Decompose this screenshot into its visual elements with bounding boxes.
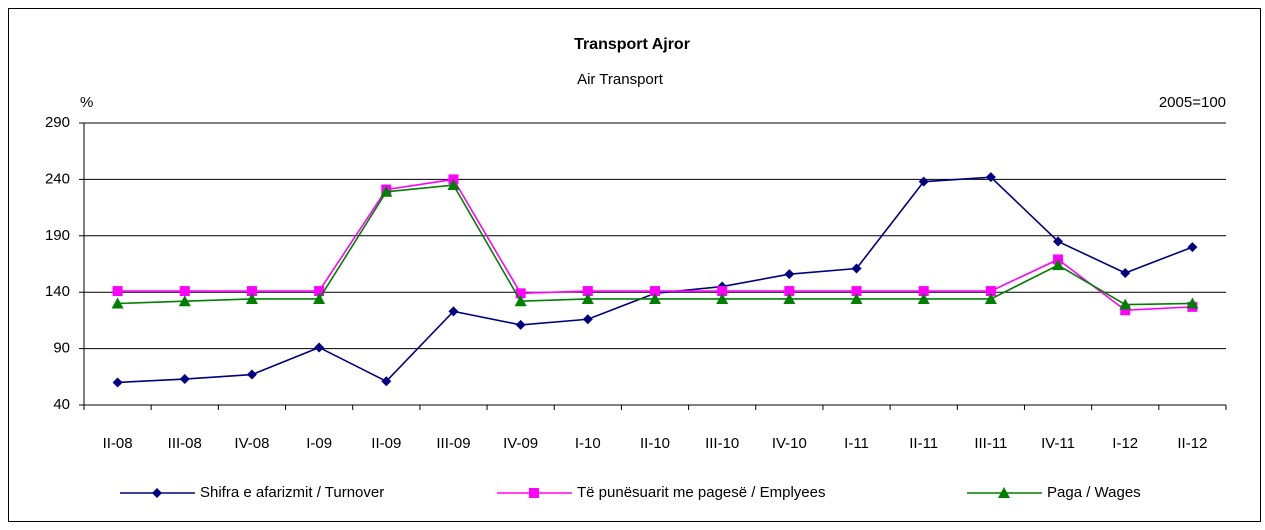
data-point [917, 292, 930, 304]
data-point [380, 185, 393, 197]
y-tick-label: 40 [53, 396, 70, 413]
data-point [1187, 242, 1198, 253]
data-point [179, 286, 190, 297]
data-point [851, 263, 862, 274]
x-tick-label: II-11 [909, 435, 938, 452]
x-tick-label: II-09 [371, 435, 401, 452]
legend-label: Të punësuarit me pagesë / Emplyees [577, 484, 825, 501]
data-point [1053, 236, 1064, 247]
data-point [112, 377, 123, 388]
y-tick-label: 90 [53, 340, 70, 357]
data-point [1119, 298, 1132, 310]
data-point [650, 286, 660, 297]
x-tick-label: IV-09 [503, 435, 538, 452]
x-tick-label: II-10 [640, 435, 670, 452]
legend-marker [152, 488, 162, 498]
data-point [246, 369, 257, 380]
data-point [582, 314, 593, 325]
data-point [717, 286, 728, 297]
data-point [514, 295, 527, 307]
chart-border [8, 8, 1261, 522]
legend-marker [998, 487, 1010, 498]
x-tick-label: III-08 [168, 435, 202, 452]
base-note: 2005=100 [1159, 94, 1226, 111]
data-point [582, 286, 593, 297]
x-tick-label: I-09 [306, 435, 332, 452]
data-point [1120, 305, 1131, 316]
data-point [1186, 297, 1199, 309]
data-point [111, 297, 124, 309]
data-point [448, 306, 459, 317]
data-point [314, 342, 325, 353]
x-tick-label: I-11 [844, 435, 869, 452]
y-tick-label: 190 [45, 227, 70, 244]
legend-marker [529, 488, 539, 498]
data-point [178, 295, 191, 307]
data-point [112, 286, 123, 297]
data-point [381, 376, 392, 387]
data-point [581, 292, 594, 304]
x-tick-label: II-12 [1177, 435, 1207, 452]
data-point [313, 292, 326, 304]
data-point [314, 286, 325, 297]
legend-label: Shifra e afarizmit / Turnover [200, 484, 384, 501]
data-point [246, 286, 257, 297]
y-tick-label: 290 [45, 114, 70, 131]
data-point [649, 292, 661, 304]
x-tick-label: III-10 [705, 435, 739, 452]
data-point [245, 292, 258, 304]
x-tick-label: I-10 [575, 435, 601, 452]
data-point [851, 286, 862, 297]
x-tick-label: IV-08 [234, 435, 269, 452]
legend-label: Paga / Wages [1047, 484, 1141, 501]
data-point [918, 286, 929, 297]
x-tick-label: IV-10 [772, 435, 807, 452]
data-point [985, 172, 996, 183]
y-tick-label: 140 [45, 283, 70, 300]
data-point [850, 292, 863, 304]
data-point [716, 292, 729, 304]
data-point [918, 176, 929, 187]
chart-title: Transport Ajror [574, 36, 690, 53]
x-tick-label: III-09 [436, 435, 470, 452]
data-point [447, 179, 460, 191]
x-tick-label: IV-11 [1041, 435, 1075, 452]
data-point [784, 286, 795, 297]
data-point [179, 374, 190, 385]
data-point [784, 269, 795, 280]
data-point [783, 292, 796, 304]
x-tick-label: III-11 [974, 435, 1007, 452]
chart-subtitle: Air Transport [577, 71, 664, 88]
x-tick-label: II-08 [103, 435, 133, 452]
data-point [984, 292, 997, 304]
data-point [985, 286, 996, 297]
data-point [515, 288, 526, 299]
y-unit: % [80, 94, 93, 111]
data-point [1120, 268, 1131, 279]
y-tick-label: 240 [45, 170, 70, 187]
data-point [1052, 259, 1065, 271]
data-point [515, 319, 526, 330]
x-tick-label: I-12 [1112, 435, 1138, 452]
